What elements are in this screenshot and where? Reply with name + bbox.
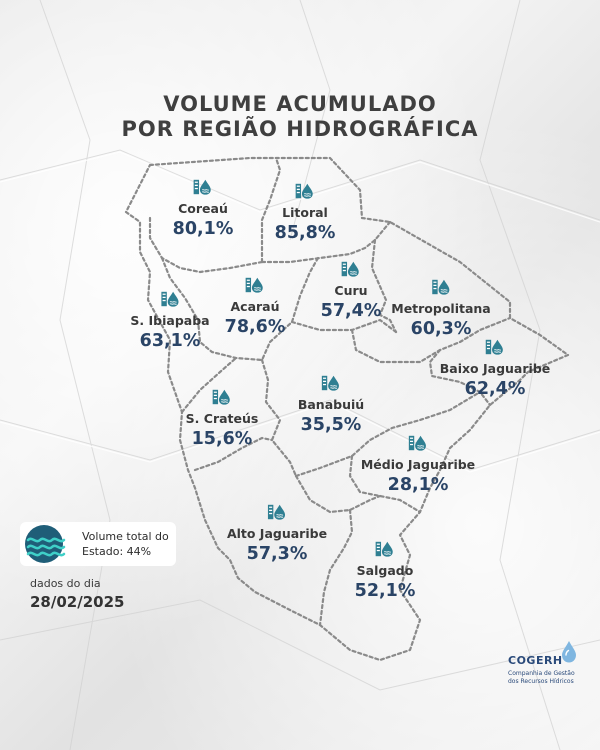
state-total-text: Volume total do Estado: 44% <box>82 530 169 558</box>
region-litoral: Litoral 85,8% <box>274 182 336 244</box>
region-name: Curu <box>334 283 368 298</box>
reservoir-drop-icon <box>267 504 286 521</box>
region-value: 80,1% <box>172 219 234 239</box>
region-name: Coreaú <box>178 201 228 216</box>
boundary-coreau-litoral <box>260 156 282 264</box>
region-name: Litoral <box>282 205 328 220</box>
region-coreau: Coreaú 80,1% <box>172 178 234 240</box>
map-title: VOLUME ACUMULADO POR REGIÃO HIDROGRÁFICA <box>0 92 600 142</box>
region-value: 62,4% <box>464 379 526 399</box>
reservoir-drop-icon <box>485 339 504 356</box>
date-value: 28/02/2025 <box>30 593 125 611</box>
state-total-legend: Volume total do Estado: 44% <box>20 522 176 566</box>
region-metropolitana: Metropolitana 60,3% <box>391 278 491 340</box>
logo-subtitle-line-2: dos Recursos Hídricos <box>508 677 574 685</box>
region-name: S. Ibiapaba <box>130 313 210 328</box>
region-name: Alto Jaguaribe <box>226 526 328 541</box>
reservoir-drop-icon <box>408 435 427 452</box>
region-value: 52,1% <box>354 581 416 601</box>
region-value: 57,4% <box>320 301 382 321</box>
region-value: 60,3% <box>410 319 472 339</box>
region-acarau: Acaraú 78,6% <box>224 276 286 338</box>
reservoir-drop-icon <box>431 279 450 296</box>
logo-subtitle-line-1: Companhia de Gestão <box>508 670 575 677</box>
region-value: 85,8% <box>274 223 336 243</box>
boundary-crateus-alto <box>193 436 274 472</box>
cogerh-logo: COGERH Companhia de Gestão dos Recursos … <box>508 640 588 700</box>
title-line-1: VOLUME ACUMULADO <box>163 92 437 116</box>
region-name: S. Crateús <box>185 411 259 426</box>
logo-brand: COGERH <box>508 654 563 667</box>
state-outline <box>124 156 570 662</box>
water-drop-icon <box>562 641 576 663</box>
boundary-ibiapaba-acarau <box>160 256 264 362</box>
boundary-acarau-curu <box>260 256 320 362</box>
boundary-metro-banabuiu <box>350 316 512 364</box>
boundary-coreau <box>148 216 264 274</box>
region-value: 63,1% <box>139 331 201 351</box>
boundary-salgado-west <box>318 508 354 627</box>
reservoir-drop-icon <box>160 291 179 308</box>
region-name: Médio Jaguaribe <box>360 457 476 472</box>
reservoir-drop-icon <box>245 277 264 294</box>
region-salgado: Salgado 52,1% <box>354 540 416 602</box>
boundary-baixo-jaguaribe <box>428 348 492 407</box>
boundary-crateus <box>180 356 238 414</box>
region-value: 28,1% <box>387 475 449 495</box>
reservoir-drop-icon <box>193 179 212 196</box>
reservoir-drop-icon <box>341 261 360 278</box>
region-name: Baixo Jaguaribe <box>439 361 551 376</box>
region-alto-jaguaribe: Alto Jaguaribe 57,3% <box>227 503 327 565</box>
boundary-medio-south <box>348 454 422 514</box>
reservoir-drop-icon <box>375 541 394 558</box>
region-medio-jaguaribe: Médio Jaguaribe 28,1% <box>361 434 475 496</box>
title-line-2: POR REGIÃO HIDROGRÁFICA <box>121 117 479 141</box>
logo-subtitle: Companhia de Gestão dos Recursos Hídrico… <box>508 670 588 685</box>
region-value: 35,5% <box>300 415 362 435</box>
region-name: Salgado <box>356 563 414 578</box>
region-name: Metropolitana <box>391 301 491 316</box>
boundary-banabuiu-west <box>260 358 298 478</box>
region-value: 57,3% <box>246 544 308 564</box>
region-curu: Curu 57,4% <box>320 260 382 322</box>
region-s-ibiapaba: S. Ibiapaba 63,1% <box>130 290 210 352</box>
boundary-alto-salgado <box>294 474 382 514</box>
reservoir-drop-icon <box>295 183 314 200</box>
date-label: dados do dia <box>30 577 101 590</box>
region-name: Banabuiú <box>297 397 365 412</box>
region-name: Acaraú <box>230 299 280 314</box>
region-baixo-jaguaribe: Baixo Jaguaribe 62,4% <box>439 338 551 400</box>
region-value: 15,6% <box>191 429 253 449</box>
reservoir-drop-icon <box>321 375 340 392</box>
region-s-crateus: S. Crateús 15,6% <box>185 388 259 450</box>
region-banabuiu: Banabuiú 35,5% <box>298 374 364 436</box>
region-value: 78,6% <box>224 317 286 337</box>
boundary-curu-metro <box>370 238 398 334</box>
boundary-banabuiu-medio <box>294 390 482 478</box>
water-waves-icon <box>25 525 66 563</box>
reservoir-drop-icon <box>212 389 231 406</box>
